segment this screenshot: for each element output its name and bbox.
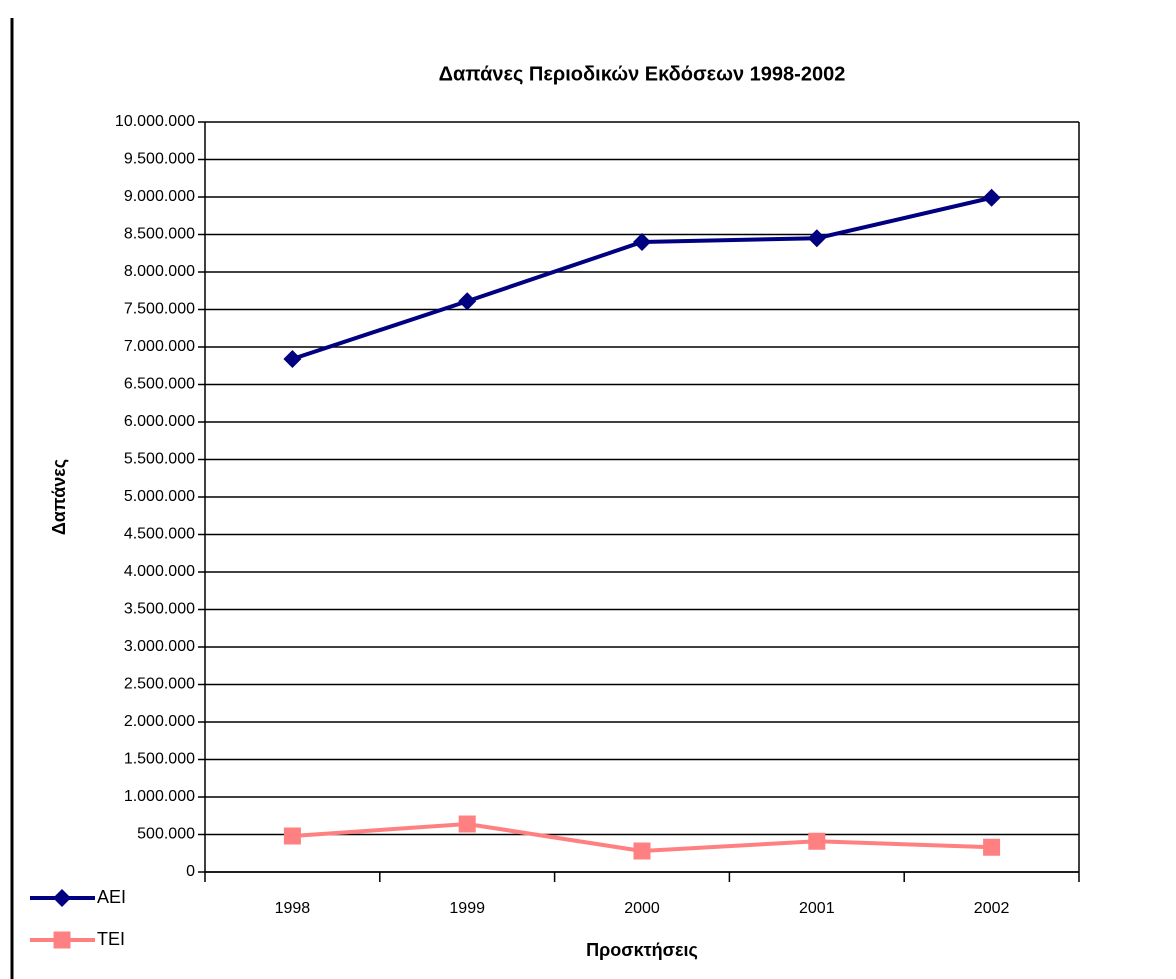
y-tick-label: 6.000.000 xyxy=(124,413,195,430)
chart-title: Δαπάνες Περιοδικών Εκδόσεων 1998-2002 xyxy=(439,63,846,85)
y-tick-label: 2.500.000 xyxy=(124,676,195,693)
x-tick-label: 1999 xyxy=(449,900,485,917)
y-tick-label: 9.000.000 xyxy=(124,188,195,205)
y-tick-label: 7.500.000 xyxy=(124,301,195,318)
data-point xyxy=(808,832,826,850)
y-tick-label: 1.500.000 xyxy=(124,751,195,768)
legend-marker xyxy=(53,889,71,907)
y-tick-label: 3.000.000 xyxy=(124,638,195,655)
series-line xyxy=(291,195,993,361)
legend-label: ΤΕΙ xyxy=(97,929,125,949)
y-tick-label: 4.000.000 xyxy=(124,563,195,580)
x-tick-label: 2001 xyxy=(799,900,835,917)
data-point xyxy=(458,292,477,311)
y-tick-label: 10.000.000 xyxy=(115,113,195,130)
y-tick-label: 3.500.000 xyxy=(124,601,195,618)
x-tick-label: 1998 xyxy=(275,900,311,917)
y-tick-label: 6.500.000 xyxy=(124,376,195,393)
y-tick-label: 8.000.000 xyxy=(124,263,195,280)
data-point xyxy=(983,838,1001,856)
y-tick-label: 1.000.000 xyxy=(124,788,195,805)
y-tick-label: 8.500.000 xyxy=(124,226,195,243)
y-tick-label: 5.500.000 xyxy=(124,451,195,468)
data-point xyxy=(633,233,651,251)
x-tick-label: 2000 xyxy=(624,900,660,917)
data-point xyxy=(283,350,302,368)
x-tick-label: 2002 xyxy=(974,900,1010,917)
data-point xyxy=(633,842,651,860)
data-point xyxy=(982,188,1001,207)
y-tick-label: 5.000.000 xyxy=(124,488,195,505)
y-tick-label: 9.500.000 xyxy=(124,151,195,168)
data-point xyxy=(283,827,301,845)
data-point xyxy=(807,229,826,248)
y-tick-label: 500.000 xyxy=(137,826,195,843)
y-tick-label: 4.500.000 xyxy=(124,526,195,543)
y-tick-label: 2.000.000 xyxy=(124,713,195,730)
legend-marker xyxy=(53,931,71,949)
y-tick-label: 7.000.000 xyxy=(124,338,195,355)
legend-label: ΑΕΙ xyxy=(97,887,126,907)
x-axis-label: Προσκτήσεις xyxy=(586,940,698,960)
data-point xyxy=(458,815,476,833)
y-tick-label: 0 xyxy=(186,863,195,880)
y-axis-label: Δαπάνες xyxy=(49,459,69,535)
